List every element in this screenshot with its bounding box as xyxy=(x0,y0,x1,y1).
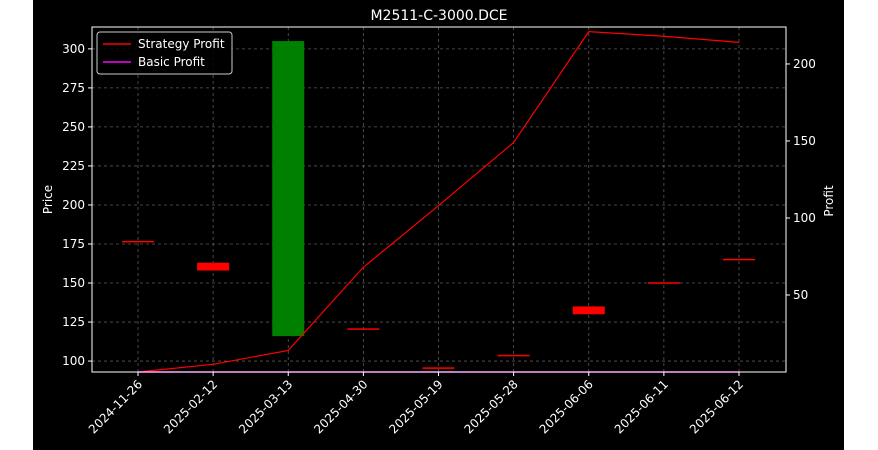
right-tick-label: 200 xyxy=(793,57,816,71)
left-tick-label: 125 xyxy=(62,315,85,329)
left-tick-label: 250 xyxy=(62,120,85,134)
legend: Strategy Profit Basic Profit xyxy=(96,31,233,75)
candle-body xyxy=(197,262,230,271)
left-tick-label: 275 xyxy=(62,81,85,95)
left-tick-label: 200 xyxy=(62,198,85,212)
candle-body xyxy=(422,367,455,369)
left-tick-label: 300 xyxy=(62,42,85,56)
legend-strategy-label: Strategy Profit xyxy=(138,37,225,51)
right-tick-label: 50 xyxy=(793,288,808,302)
candlesticks xyxy=(122,41,755,369)
legend-basic-label: Basic Profit xyxy=(138,55,205,69)
left-tick-label: 100 xyxy=(62,354,85,368)
right-axis-label: Profit xyxy=(822,185,836,217)
right-tick-label: 150 xyxy=(793,134,816,148)
left-y-axis: 100 125 150 175 200 225 250 275 300 xyxy=(62,42,92,368)
left-tick-label: 175 xyxy=(62,237,85,251)
candle-body xyxy=(122,240,154,243)
chart-title: M2511-C-3000.DCE xyxy=(370,8,507,24)
candle-body xyxy=(347,328,380,330)
legend-box xyxy=(96,31,233,75)
left-tick-label: 225 xyxy=(62,159,85,173)
candle-body xyxy=(272,41,305,337)
candle-body xyxy=(572,306,605,315)
left-tick-label: 150 xyxy=(62,276,85,290)
right-y-axis: 50 100 150 200 xyxy=(786,57,816,302)
candle-body xyxy=(647,282,680,284)
candle-body xyxy=(497,354,530,357)
right-tick-label: 100 xyxy=(793,211,816,225)
left-axis-label: Price xyxy=(41,185,55,214)
strategy-profit-line xyxy=(137,31,740,373)
candle-body xyxy=(723,258,755,261)
